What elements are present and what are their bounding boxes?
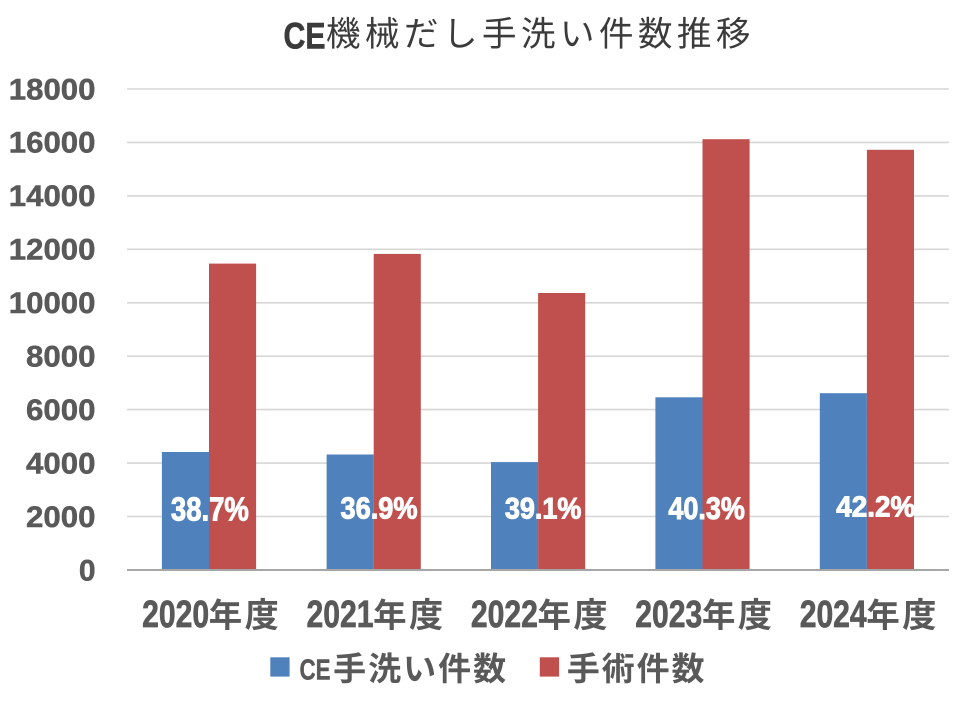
svg-text:42.2%: 42.2% — [836, 492, 915, 524]
svg-text:39.1%: 39.1% — [505, 493, 582, 526]
svg-text:12000: 12000 — [9, 234, 96, 267]
svg-text:40.3%: 40.3% — [668, 490, 745, 526]
svg-text:18000: 18000 — [9, 73, 96, 106]
svg-text:2022: 2022 — [471, 594, 538, 636]
svg-text:2020: 2020 — [142, 594, 209, 636]
svg-text:10000: 10000 — [9, 287, 96, 320]
svg-text:2024: 2024 — [800, 594, 867, 636]
svg-text:36.9%: 36.9% — [341, 491, 418, 526]
svg-text:8000: 8000 — [26, 341, 96, 374]
svg-text:CE: CE — [284, 14, 326, 56]
svg-text:6000: 6000 — [26, 394, 96, 427]
svg-text:2023: 2023 — [635, 594, 702, 636]
svg-text:4000: 4000 — [26, 447, 96, 480]
svg-text:2021: 2021 — [307, 594, 374, 636]
svg-text:38.7%: 38.7% — [171, 491, 249, 528]
svg-text:14000: 14000 — [9, 180, 96, 213]
svg-text:2000: 2000 — [26, 501, 96, 534]
svg-text:0: 0 — [79, 554, 96, 587]
svg-text:16000: 16000 — [9, 127, 96, 160]
svg-text:CE: CE — [300, 654, 331, 686]
